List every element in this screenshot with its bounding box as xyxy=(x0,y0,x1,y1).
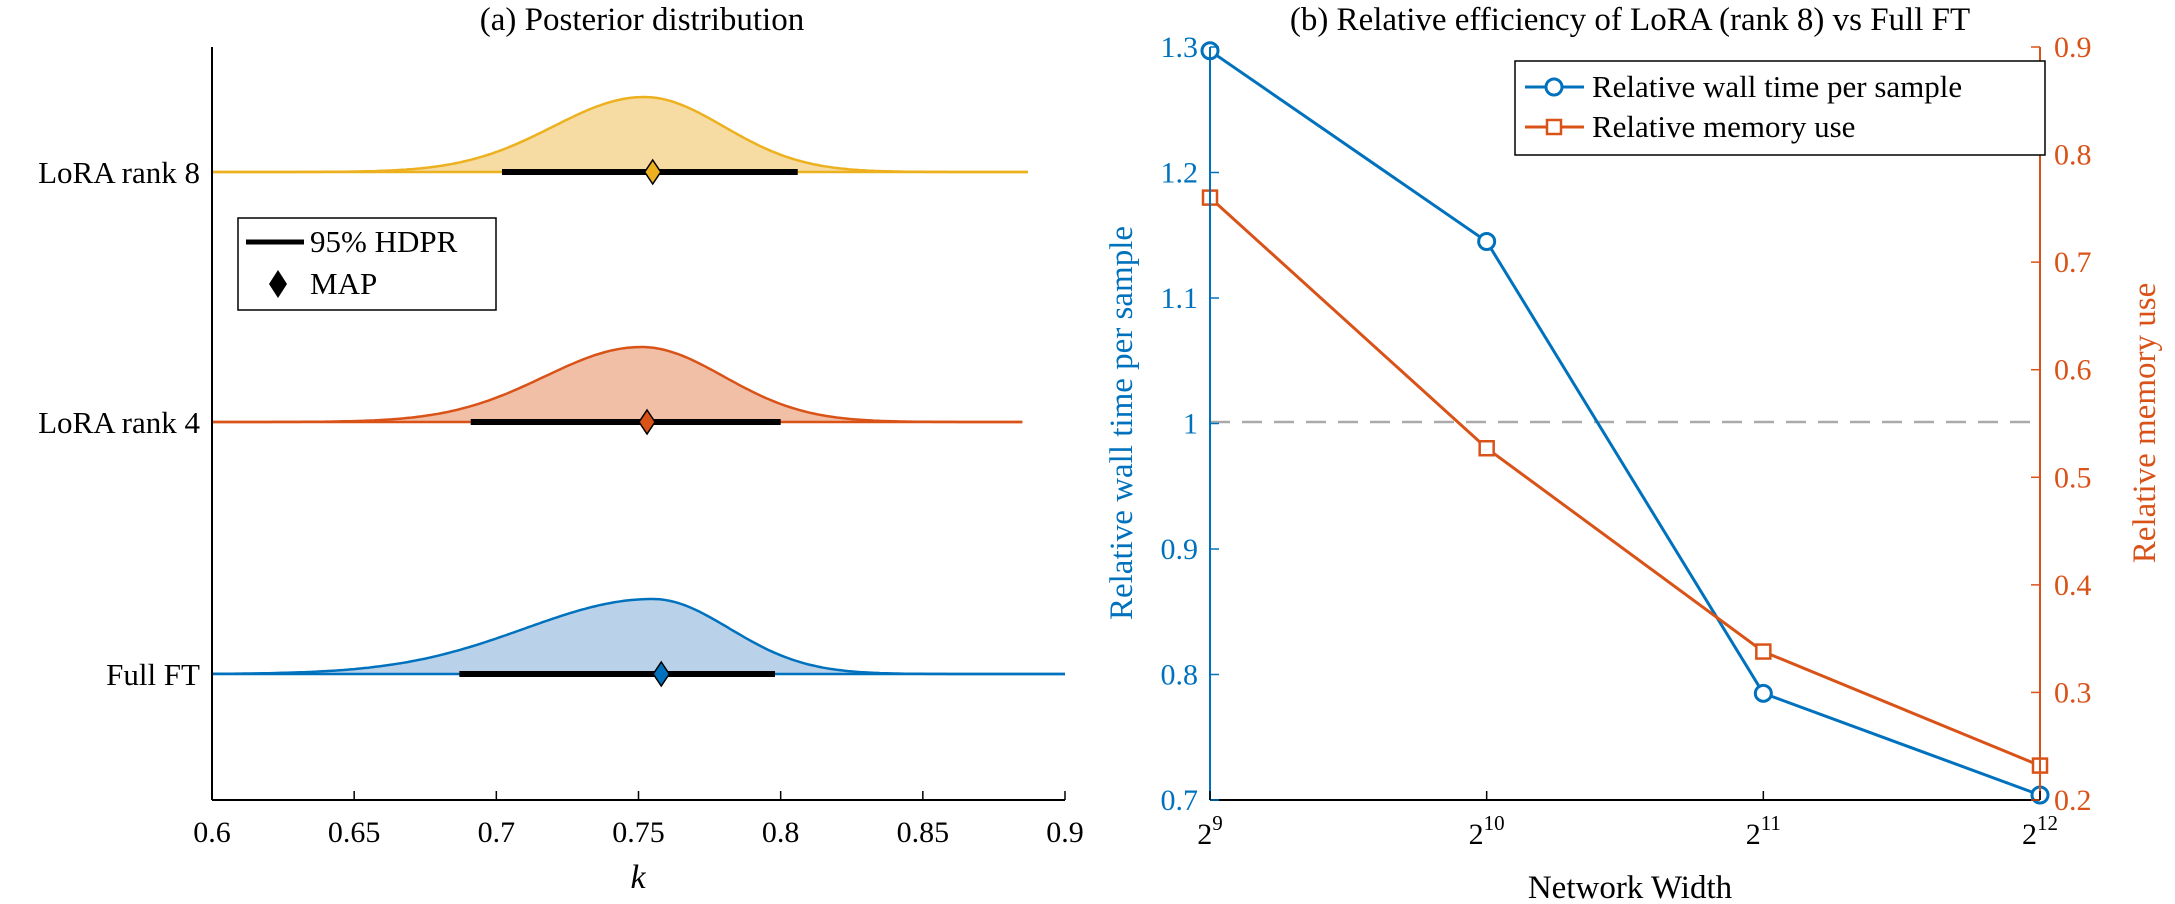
lora-rank-4-density-fill xyxy=(212,347,1023,422)
full-ft-label: Full FT xyxy=(106,657,200,692)
x-tick-label: 0.8 xyxy=(762,816,800,849)
right-y-tick-label: 0.4 xyxy=(2054,569,2092,602)
panel-b-left-y-axis-label: Relative wall time per sample xyxy=(1104,226,1140,620)
left-y-tick-label: 1.1 xyxy=(1161,282,1199,315)
right-y-tick-label: 0.7 xyxy=(2054,246,2092,279)
relative-memory-use-line xyxy=(1208,196,2041,767)
right-y-tick-label: 0.3 xyxy=(2054,676,2092,709)
legend-hdpr-label: 95% HDPR xyxy=(310,224,458,259)
panel-b-left-y-ticks: 0.7 0.8 0.9 1 1.1 1.2 1.3 xyxy=(1161,31,1219,817)
x-tick-label: 0.65 xyxy=(328,816,381,849)
full-ft-map-marker xyxy=(652,660,671,688)
x-tick-label: 0.9 xyxy=(1046,816,1084,849)
lora-rank-8-label: LoRA rank 8 xyxy=(38,155,200,190)
left-y-tick-label: 1.3 xyxy=(1161,31,1199,64)
panel-b-title: (b) Relative efficiency of LoRA (rank 8)… xyxy=(1290,2,1970,38)
posterior-curves xyxy=(212,95,1065,688)
left-y-tick-label: 1.2 xyxy=(1161,157,1199,190)
x-tick-label: 0.75 xyxy=(612,816,665,849)
left-y-tick-label: 0.8 xyxy=(1161,659,1199,692)
wall-time-legend-circle-icon xyxy=(1544,77,1564,97)
legend-wall-time-label: Relative wall time per sample xyxy=(1592,69,1962,104)
panel-a-legend: 95% HDPR MAP xyxy=(237,217,497,311)
relative-wall-time-per-sample-line xyxy=(1209,49,2041,797)
panel-a-legend-box xyxy=(237,217,497,311)
legend-map-label: MAP xyxy=(310,266,377,301)
full-ft-density-fill xyxy=(212,599,1065,674)
x-tick-label: 212 xyxy=(2022,811,2058,851)
relative-memory-use-point xyxy=(1755,643,1772,660)
panel-b-relative-efficiency: (b) Relative efficiency of LoRA (rank 8)… xyxy=(1104,2,2163,904)
right-y-tick-label: 0.8 xyxy=(2054,139,2092,172)
panel-a-title: (a) Posterior distribution xyxy=(480,2,804,38)
right-y-tick-label: 0.2 xyxy=(2054,784,2092,817)
panel-a-series-labels: LoRA rank 8 LoRA rank 4 Full FT xyxy=(38,155,200,692)
legend-memory-label: Relative memory use xyxy=(1592,109,1855,144)
left-y-tick-label: 0.9 xyxy=(1161,533,1199,566)
relative-wall-time-per-sample-point xyxy=(1477,232,1497,252)
x-tick-label: 0.6 xyxy=(193,816,231,849)
lora-rank-4-map-marker xyxy=(638,408,656,436)
panel-b-right-y-axis-label: Relative memory use xyxy=(2127,283,2163,563)
relative-memory-use-point xyxy=(1478,439,1495,457)
right-y-tick-label: 0.6 xyxy=(2054,354,2092,387)
lora-rank-8-density-fill xyxy=(212,97,1028,172)
panel-a-posterior-distribution: (a) Posterior distribution 0.6 0.65 0.7 0.7… xyxy=(38,2,1084,896)
x-tick-label: 210 xyxy=(1469,811,1505,851)
map-legend-diamond-icon xyxy=(269,270,287,298)
x-tick-label: 0.85 xyxy=(897,816,950,849)
x-tick-label: 211 xyxy=(1746,811,1781,851)
relative-wall-time-per-sample-point xyxy=(1753,683,1773,703)
right-y-tick-label: 0.9 xyxy=(2054,31,2092,64)
right-y-tick-label: 0.5 xyxy=(2054,461,2092,494)
left-y-tick-label: 0.7 xyxy=(1161,784,1199,817)
panel-a-x-axis-label: k xyxy=(630,859,646,896)
memory-legend-square-icon xyxy=(1545,118,1563,136)
panel-b-x-axis-label: Network Width xyxy=(1528,870,1733,904)
x-tick-label: 29 xyxy=(1197,811,1223,851)
panel-b-series xyxy=(1200,41,2050,805)
panel-a-x-ticks: 0.6 0.65 0.7 0.75 0.8 0.85 0.9 xyxy=(193,791,1084,849)
left-y-tick-label: 1 xyxy=(1183,408,1198,441)
panel-b-right-y-ticks: 0.2 0.3 0.4 0.5 0.6 0.7 0.8 0.9 xyxy=(2031,31,2092,817)
panel-b-legend-box xyxy=(1514,60,2046,156)
panel-b-x-ticks: 29 210 211 212 xyxy=(1197,791,2058,851)
lora-rank-8-map-marker xyxy=(643,158,662,186)
panel-b-legend: Relative wall time per sample Relative m… xyxy=(1514,60,2046,156)
lora-rank-4-label: LoRA rank 4 xyxy=(38,405,200,440)
x-tick-label: 0.7 xyxy=(478,816,516,849)
